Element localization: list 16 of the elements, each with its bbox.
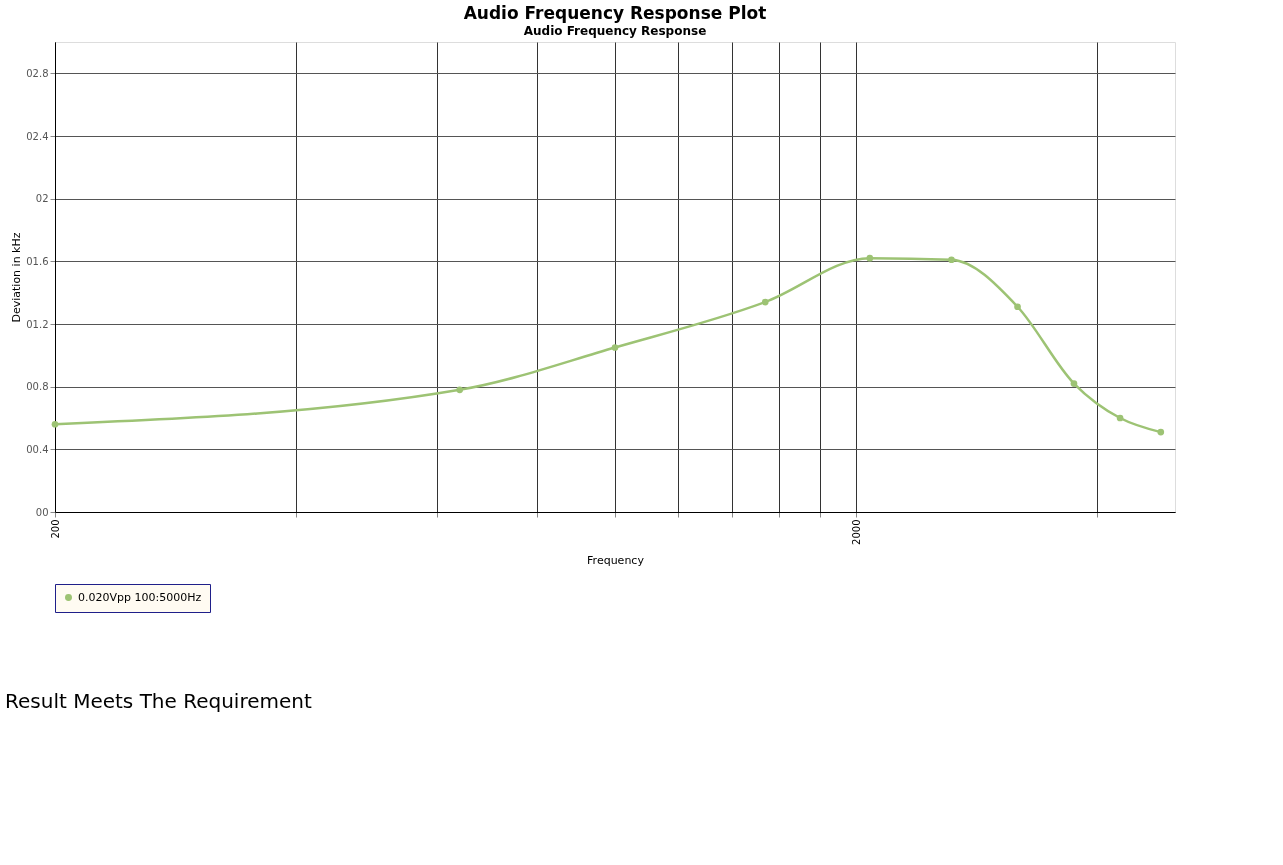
y-tick-label: 02.4 [26,130,49,142]
y-tick-label: 00.4 [26,443,49,455]
x-axis-title: Frequency [587,553,645,567]
y-axis-title: Deviation in kHz [10,232,24,323]
y-tick-label: 02.8 [26,67,49,79]
x-tick-label: 200 [49,519,61,539]
legend-label: 0.020Vpp 100:5000Hz [78,590,202,604]
y-tick-label: 01.2 [26,318,49,330]
x-tick-label: 2000 [850,519,862,545]
y-tick-label: 00.8 [26,381,49,393]
chart-title: Audio Frequency Response Plot [463,3,767,23]
y-tick-label: 00 [35,506,49,518]
text: Result Meets The Requirement [5,689,312,713]
chart-subtitle: Audio Frequency Response [523,24,707,38]
y-tick-label: 01.6 [26,255,49,267]
y-tick-label: 02 [35,193,49,205]
